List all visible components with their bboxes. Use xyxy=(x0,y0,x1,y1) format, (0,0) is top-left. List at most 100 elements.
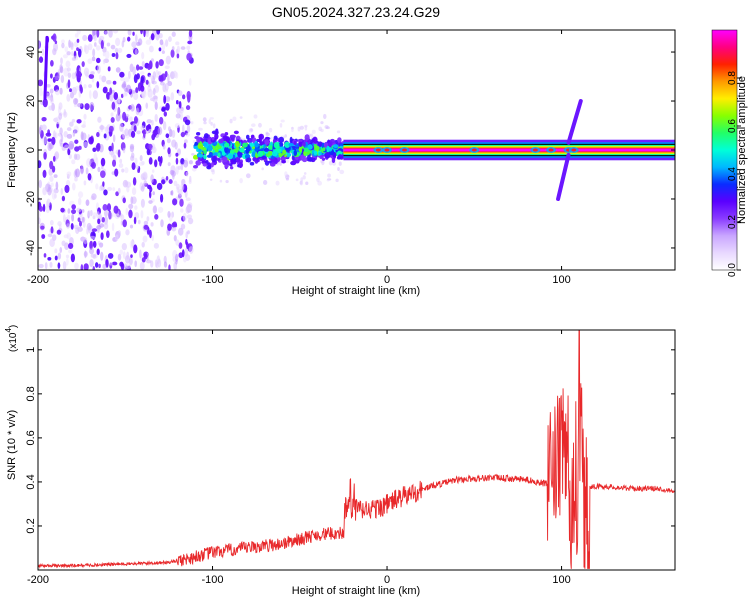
spectral-blob xyxy=(143,224,149,230)
spectral-blob xyxy=(168,179,173,185)
spectral-blob xyxy=(118,163,124,168)
spectral-blob xyxy=(230,134,236,139)
spectral-blob xyxy=(48,168,54,176)
colorbar-tick-label: 0.6 xyxy=(727,119,738,133)
spectral-blob xyxy=(75,168,81,178)
spectral-blob xyxy=(74,139,79,144)
spectral-blob xyxy=(87,43,93,51)
spectral-blob xyxy=(73,125,79,134)
spectral-blob xyxy=(146,216,150,222)
spectral-blob xyxy=(141,182,146,190)
x-tick-label: 100 xyxy=(552,574,570,586)
spectral-blob xyxy=(98,223,105,228)
spectral-blob xyxy=(140,125,145,131)
spectral-blob xyxy=(153,242,159,249)
snr-frame xyxy=(37,329,676,571)
spectral-blob xyxy=(115,67,121,73)
spectral-blob xyxy=(203,133,209,139)
spectral-blob xyxy=(108,30,113,38)
spectral-blob xyxy=(307,150,313,154)
spectral-blob xyxy=(41,117,47,122)
spectral-blob xyxy=(195,160,202,166)
spectral-blob xyxy=(246,157,252,163)
spectral-blob xyxy=(187,40,193,45)
spectral-blob xyxy=(186,214,192,220)
spectral-blob xyxy=(317,141,323,147)
spectral-blob xyxy=(146,148,150,156)
spectral-blob xyxy=(202,142,208,147)
spectral-blob xyxy=(278,136,285,143)
spectral-blob xyxy=(158,47,162,52)
spectral-blob xyxy=(191,152,195,156)
spectral-blob xyxy=(148,45,154,53)
spectral-blob xyxy=(152,191,155,196)
spectral-blob xyxy=(107,252,114,259)
spectral-blob xyxy=(239,116,243,119)
spectral-blob xyxy=(300,154,305,161)
spectral-blob xyxy=(168,264,171,270)
spectral-blob xyxy=(297,138,303,143)
spectral-blob xyxy=(401,148,407,152)
spectral-blob xyxy=(38,206,44,212)
spectral-blob xyxy=(180,208,184,213)
spectral-blob xyxy=(146,259,152,264)
spectral-blob xyxy=(74,262,79,270)
spectral-blob xyxy=(225,179,229,184)
spectral-blob xyxy=(302,175,306,180)
spectral-blob xyxy=(67,214,71,221)
spectral-blob xyxy=(157,126,163,136)
spectral-blob xyxy=(211,136,215,141)
spectral-blob xyxy=(212,152,219,157)
spectral-blob xyxy=(293,141,297,146)
spectral-blob xyxy=(135,64,140,71)
spectral-blob xyxy=(76,70,82,79)
spectral-blob xyxy=(66,171,72,177)
spectral-blob xyxy=(225,136,231,143)
spectral-blob xyxy=(177,165,182,170)
spectral-blob xyxy=(63,130,68,138)
spectral-blob xyxy=(133,92,139,100)
spectral-blob xyxy=(163,111,168,117)
spectral-blob xyxy=(292,159,297,165)
spectral-blob xyxy=(314,145,320,152)
spectral-blob xyxy=(151,169,155,173)
spectral-blob xyxy=(233,130,239,135)
spectral-blob xyxy=(78,191,84,199)
y-tick-label: 0.6 xyxy=(25,430,37,445)
spectral-blob xyxy=(79,84,83,90)
spectral-blob xyxy=(108,211,113,220)
spectral-blob xyxy=(141,52,145,60)
spectral-blob xyxy=(97,225,100,233)
spectral-blob xyxy=(117,187,121,195)
spectral-blob xyxy=(42,98,48,108)
spectral-blob xyxy=(83,180,87,186)
spectral-blob xyxy=(171,46,175,51)
spectral-blob xyxy=(318,126,323,132)
spectral-blob xyxy=(186,124,191,133)
spectral-blob xyxy=(102,51,106,57)
spectral-blob xyxy=(101,217,105,223)
snr-axes: -200 -100 0 100 0.2 0.4 0.6 0.8 1 xyxy=(25,330,675,586)
spectral-blob xyxy=(336,130,341,134)
spectral-blob xyxy=(73,41,79,48)
spectral-blob xyxy=(153,205,157,214)
spectral-blob xyxy=(264,160,270,166)
spectral-blob xyxy=(245,145,251,152)
spectral-blob xyxy=(139,155,143,162)
spectral-blob xyxy=(70,253,75,263)
spectral-blob xyxy=(179,111,183,120)
spectral-blob xyxy=(92,266,96,270)
y-tick-label: 20 xyxy=(25,95,37,107)
spectral-blob xyxy=(74,176,78,182)
spectral-blob xyxy=(188,30,193,38)
x-tick-label: -100 xyxy=(202,574,224,586)
spectral-blob xyxy=(87,173,92,181)
spectral-blob xyxy=(175,152,179,157)
spectral-blob xyxy=(73,97,78,105)
spectrogram-ylabel: Frequency (Hz) xyxy=(6,112,18,188)
spectral-blob xyxy=(171,31,176,37)
spectral-blob xyxy=(42,135,47,145)
spectral-blob xyxy=(182,94,186,100)
spectral-blob xyxy=(325,126,330,130)
spectral-blob xyxy=(242,142,248,148)
